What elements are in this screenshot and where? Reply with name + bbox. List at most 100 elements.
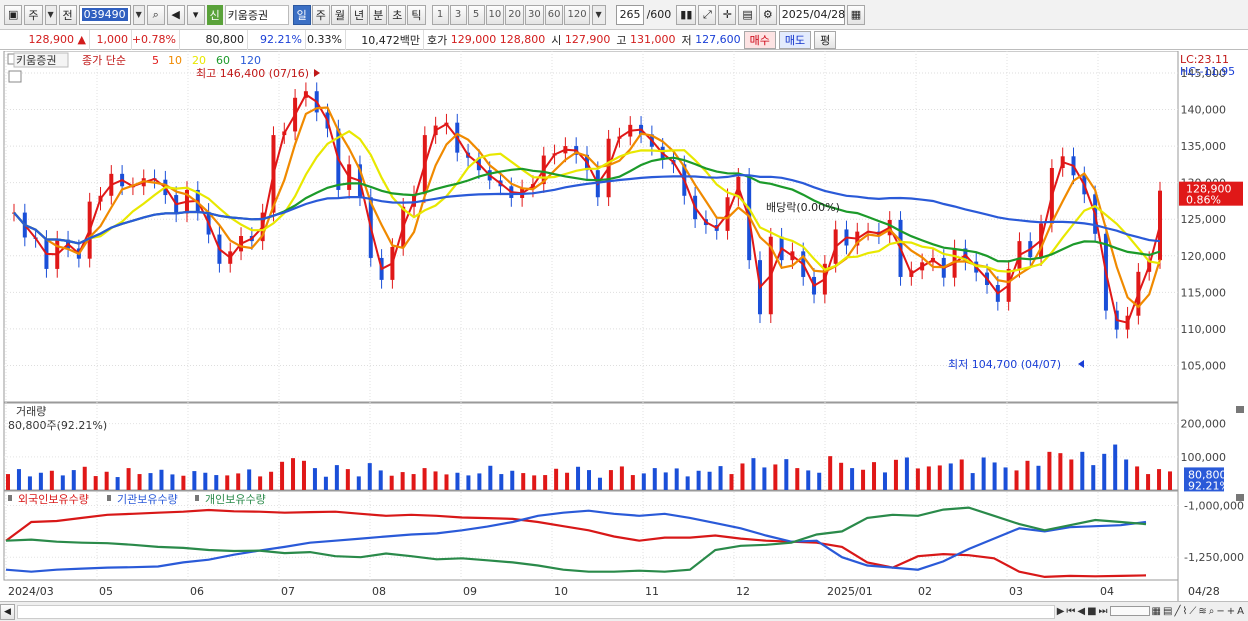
stock-chart[interactable]: 145,000140,000135,000130,000125,000120,0… (0, 51, 1248, 601)
sound-icon[interactable]: ◀ (166, 4, 185, 25)
draw-tool-icon[interactable]: ⤢ (698, 4, 717, 25)
prev-page-icon[interactable]: ◀ (1077, 606, 1086, 617)
volume-bar (433, 471, 438, 490)
volume-bar (850, 468, 855, 490)
first-icon[interactable]: ⏮ (1066, 606, 1076, 617)
ma-line-120 (13, 173, 1161, 245)
volume-bar (543, 475, 548, 490)
x-axis-label: 09 (463, 585, 477, 598)
table-view-icon[interactable] (8, 70, 22, 83)
volume-bar (225, 475, 230, 490)
volume-bar (159, 469, 164, 490)
holdings-legend-1: 기관보유수량 (117, 493, 178, 506)
more-icon[interactable]: ▾ (186, 4, 205, 25)
draw-line-icon[interactable]: ╱ (1174, 606, 1181, 617)
x-axis-label: 03 (1009, 585, 1023, 598)
text-tool-icon[interactable]: A (1237, 606, 1244, 617)
period-tab-6[interactable]: 틱 (407, 4, 426, 25)
evaluation-button[interactable]: 평 (814, 30, 837, 49)
grid-icon[interactable]: ▦ (1151, 606, 1161, 617)
ma-legend-20: 20 (192, 54, 206, 67)
code-dropdown-icon[interactable]: ▼ (132, 4, 145, 25)
volume-bar (499, 474, 504, 490)
period-tab-0[interactable]: 일 (292, 4, 311, 25)
period-tab-1[interactable]: 주 (311, 4, 330, 25)
zoom-slider[interactable] (1109, 606, 1150, 616)
price-axis-tick: 140,000 (1181, 104, 1227, 117)
volume-bar (1036, 465, 1041, 490)
volume-bar (1113, 444, 1118, 490)
volume-bar (16, 469, 21, 490)
ma-legend-120: 120 (240, 54, 261, 67)
volume-bar (269, 471, 274, 490)
zoom-icon[interactable]: ⌕ (1208, 606, 1215, 617)
volume-bar (236, 473, 241, 490)
ruler-icon[interactable]: ⌇ (1182, 606, 1188, 617)
crosshair-icon[interactable]: ✛ (718, 4, 737, 25)
settings-icon[interactable]: ⚙ (758, 4, 777, 25)
save-icon[interactable]: ▤ (738, 4, 757, 25)
interval-dropdown-icon[interactable]: ▼ (591, 4, 606, 25)
volume-bar (587, 470, 591, 490)
scroll-track[interactable] (16, 604, 1055, 619)
date-input[interactable]: 2025/04/28 (778, 4, 845, 25)
stock-code-input[interactable]: 039490 (78, 4, 131, 25)
zoom-out-icon[interactable]: − (1216, 606, 1225, 617)
open-label: 시 (551, 33, 562, 47)
interval-tab-120[interactable]: 120 (564, 4, 590, 25)
fib-icon[interactable]: ≋ (1198, 606, 1207, 617)
price-change: 1,000 (90, 29, 132, 50)
count-input[interactable]: 265 (615, 4, 644, 25)
price-axis-tick: 145,000 (1181, 67, 1227, 80)
volume-bar (356, 476, 361, 490)
market-select[interactable]: 주 (24, 4, 43, 25)
interval-tab-10[interactable]: 10 (485, 4, 505, 25)
prev-button[interactable]: 전 (58, 4, 77, 25)
sell-button[interactable]: 매도 (778, 30, 812, 49)
interval-tab-30[interactable]: 30 (525, 4, 544, 25)
interval-tab-1[interactable]: 1 (431, 4, 449, 25)
low-label: 저 (681, 33, 692, 47)
volume-bar (455, 472, 460, 490)
volume-bar (740, 463, 745, 490)
last-icon[interactable]: ⏭ (1098, 606, 1108, 617)
volume-bar (203, 472, 208, 490)
interval-tab-5[interactable]: 5 (467, 4, 485, 25)
ma-legend-5: 5 (152, 54, 159, 67)
table-icon[interactable]: ▤ (1163, 606, 1173, 617)
volume-bar (674, 468, 679, 490)
period-tab-4[interactable]: 분 (369, 4, 388, 25)
period-tab-3[interactable]: 년 (350, 4, 369, 25)
x-axis-label: 2025/01 (827, 585, 873, 598)
holdings-close-icon[interactable] (1236, 494, 1244, 501)
market-dropdown-icon[interactable]: ▼ (44, 4, 57, 25)
volume-bar (422, 468, 427, 490)
candle-type-icon[interactable]: ▮▮ (676, 4, 697, 25)
scroll-left-icon[interactable]: ◀ (0, 603, 15, 620)
trend-icon[interactable]: ⟋ (1189, 606, 1197, 617)
layout-icon[interactable]: ▣ (4, 4, 23, 25)
volume-bar (301, 460, 306, 490)
ma-legend-10: 10 (168, 54, 182, 67)
turnover-rate: 0.33% (306, 29, 346, 50)
volume-bar (762, 467, 767, 490)
interval-tab-20[interactable]: 20 (505, 4, 524, 25)
zoom-in-icon[interactable]: + (1226, 606, 1236, 617)
period-tab-2[interactable]: 월 (330, 4, 350, 25)
stop-icon[interactable]: ■ (1087, 606, 1097, 617)
price-panel[interactable] (3, 51, 1179, 403)
period-tab-5[interactable]: 초 (388, 4, 407, 25)
buy-button[interactable]: 매수 (743, 30, 776, 49)
chart-scrollbar[interactable]: ◀ ▶ ⏮ ◀ ■ ⏭ ▦ ▤ ╱ ⌇ ⟋ ≋ ⌕ − + A (0, 601, 1248, 621)
interval-tab-3[interactable]: 3 (449, 4, 467, 25)
volume-bar (915, 468, 920, 490)
x-axis-label: 2024/03 (8, 585, 54, 598)
calendar-icon[interactable]: ▦ (846, 4, 866, 25)
search-icon[interactable]: ⌕ (146, 4, 165, 25)
volume-bar (170, 474, 175, 490)
scroll-right-icon[interactable]: ▶ (1056, 606, 1065, 617)
volume-close-icon[interactable] (1236, 406, 1244, 413)
stock-name-field[interactable]: 키움증권 (224, 4, 289, 25)
volume-bar (378, 470, 383, 490)
interval-tab-60[interactable]: 60 (544, 4, 564, 25)
